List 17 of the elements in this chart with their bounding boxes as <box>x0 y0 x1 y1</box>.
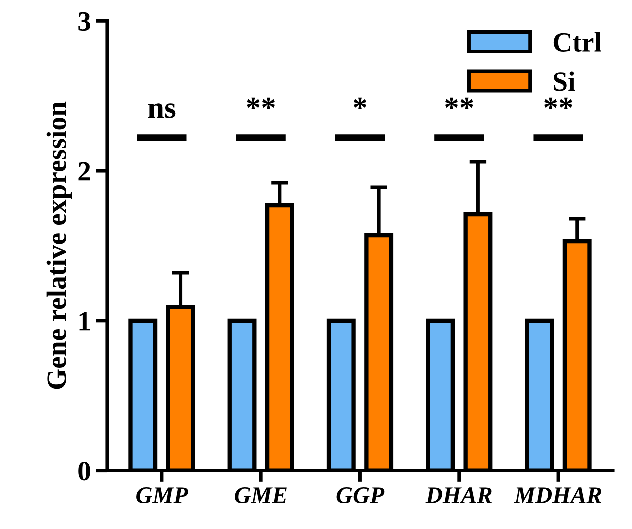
annotation: ** <box>544 98 573 110</box>
annotation: * <box>354 98 367 110</box>
annotation: ** <box>247 98 276 110</box>
annotation: ** <box>445 98 474 110</box>
legend-label: Ctrl <box>554 32 602 52</box>
annotation: ns <box>148 104 176 118</box>
x-tick-label: GME <box>235 488 287 504</box>
x-tick-label: GMP <box>136 488 188 504</box>
x-tick-label: DHAR <box>426 488 492 504</box>
x-tick-label: MDHAR <box>514 488 602 504</box>
y-tick-label: 3 <box>78 12 91 32</box>
x-tick-label: GGP <box>336 488 385 504</box>
y-tick-label: 0 <box>78 462 90 481</box>
y-axis-title: Gene relative expression <box>46 102 72 390</box>
y-tick-label: 1 <box>80 312 90 331</box>
legend-label: Si <box>554 72 576 92</box>
y-tick-label: 2 <box>78 162 90 181</box>
